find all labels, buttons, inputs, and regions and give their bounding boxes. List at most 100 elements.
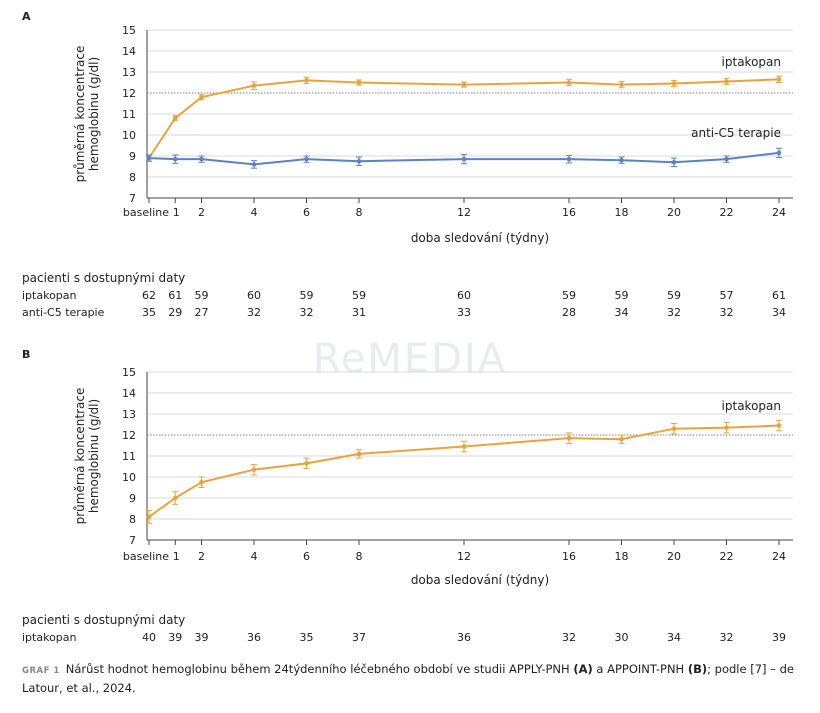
panel-a-y-tick-label: 8	[129, 171, 136, 184]
panel-a-table-cell: 59	[300, 289, 314, 302]
panel-b-table-cell: 30	[615, 631, 629, 644]
panel-a-y-tick-label: 15	[122, 24, 136, 37]
panel-a-x-tick-label: baseline	[123, 206, 169, 219]
panel-a-y-tick-label: 11	[122, 108, 136, 121]
panel-b-x-tick-label: 4	[251, 550, 258, 563]
panel-a-x-tick-label: 6	[303, 206, 310, 219]
panel-a-table-cell: 31	[352, 306, 366, 319]
panel-a-table-cell: 32	[300, 306, 314, 319]
panel-a-data-point	[566, 80, 572, 85]
panel-a-table-cell: 59	[195, 289, 209, 302]
panel-b-data-point	[304, 461, 309, 466]
panel-a-data-point	[146, 155, 152, 161]
panel-b-table-cell: 35	[300, 631, 314, 644]
panel-a-y-tick-label: 10	[122, 129, 136, 142]
panel-a-data-point	[251, 162, 257, 167]
panel-a-x-tick-label: 2	[198, 206, 205, 219]
panel-a-table-cell: 60	[247, 289, 261, 302]
panel-b-y-tick-label: 12	[122, 429, 136, 442]
panel-b-data-point	[356, 451, 362, 457]
panel-b-table-cell: 34	[667, 631, 681, 644]
panel-b-data-point	[146, 514, 152, 520]
watermark-logo: ReMEDIA	[313, 336, 507, 382]
panel-a-x-axis-title: doba sledování (týdny)	[411, 231, 549, 245]
panel-a-x-tick-label: 18	[615, 206, 629, 219]
panel-b-x-tick-label: 12	[457, 550, 471, 563]
panel-b-x-axis-title: doba sledování (týdny)	[411, 573, 549, 587]
panel-b-x-tick-label: 1	[173, 550, 180, 563]
caption-label: GRAF 1	[22, 666, 60, 676]
panel-a-x-tick-label: 12	[457, 206, 471, 219]
panel-a-series-line	[148, 78, 780, 159]
panel-b-data-point	[566, 435, 572, 441]
panel-b-table-cell: 36	[247, 631, 261, 644]
panel-a-data-point	[199, 94, 204, 100]
caption-bold-b: (B)	[687, 662, 708, 676]
panel-b-data-point	[461, 444, 467, 449]
panel-b-series-label: iptakopan	[722, 399, 781, 413]
panel-a-table-cell: 32	[247, 306, 261, 319]
panel-a-table-cell: 59	[615, 289, 629, 302]
panel-a-x-tick-label: 1	[173, 206, 180, 219]
panel-b-y-tick-label: 14	[122, 387, 136, 400]
panel-a-table-cell: 29	[168, 306, 182, 319]
panel-a-table-row-label: iptakopan	[22, 289, 77, 302]
panel-b-table-cell: 39	[772, 631, 786, 644]
panel-a-table-cell: 34	[772, 306, 786, 319]
panel-a-data-point	[461, 82, 467, 87]
panel-b-table-cell: 36	[457, 631, 471, 644]
panel-a-data-point	[566, 156, 572, 162]
panel-b-table-cell: 40	[142, 631, 156, 644]
caption-text-2: a APPOINT-PNH	[592, 662, 688, 676]
caption-text-1: Nárůst hodnot hemoglobinu během 24týdenn…	[65, 662, 574, 676]
panel-a-label: A	[22, 10, 31, 23]
panel-b-y-tick-label: 13	[122, 408, 136, 421]
panel-b-y-tick-label: 15	[122, 366, 136, 379]
panel-a-y-tick-label: 13	[122, 66, 136, 79]
panel-b-x-tick-label: 18	[615, 550, 629, 563]
panel-b-y-axis-title-line: průměrná koncentrace	[73, 388, 87, 525]
panel-b-y-axis-title-line: hemoglobinu (g/dl)	[87, 399, 101, 513]
panel-a-x-tick-label: 16	[562, 206, 576, 219]
panel-a-table-row-label: anti-C5 terapie	[22, 306, 105, 319]
panel-b-x-tick-label: 20	[667, 550, 681, 563]
panel-a-data-point	[304, 78, 309, 83]
panel-b-data-point	[172, 495, 178, 501]
panel-a-y-axis-title-line: průměrná koncentrace	[73, 46, 87, 183]
figure-caption: GRAF 1 Nárůst hodnot hemoglobinu během 24…	[22, 661, 802, 697]
panel-a-y-tick-label: 14	[122, 45, 136, 58]
panel-a-table-cell: 61	[772, 289, 786, 302]
panel-b-y-axis-title: průměrná koncentracehemoglobinu (g/dl)	[73, 388, 101, 525]
panel-b-data-point	[776, 423, 782, 428]
panel-a-table-cell: 33	[457, 306, 471, 319]
panel-a-table-cell: 59	[667, 289, 681, 302]
panel-b-x-tick-label: 22	[720, 550, 734, 563]
panel-b-table-cell: 39	[195, 631, 209, 644]
panel-a-table-cell: 57	[720, 289, 734, 302]
panel-a-data-point	[199, 156, 204, 162]
panel-a-table-title: pacienti s dostupnými daty	[22, 271, 185, 285]
panel-a-data-point	[251, 83, 257, 88]
panel-a-table-cell: 61	[168, 289, 182, 302]
panel-a-data-point	[172, 115, 178, 121]
panel-b-x-tick-label: 16	[562, 550, 576, 563]
panel-b-y-tick-label: 11	[122, 450, 136, 463]
panel-b-table-title: pacienti s dostupnými daty	[22, 613, 185, 627]
panel-b-x-tick-label: 24	[772, 550, 786, 563]
panel-b-y-tick-label: 8	[129, 513, 136, 526]
panel-b-data-point	[724, 425, 729, 430]
panel-b-data-point	[619, 436, 624, 442]
panel-b-data-point	[199, 479, 204, 485]
panel-b-series-line	[148, 424, 780, 518]
caption-text-3: ; podle [7] – de Latour, et al., 2024.	[22, 662, 794, 695]
panel-b-y-tick-label: 10	[122, 471, 136, 484]
panel-a-y-tick-label: 7	[129, 192, 136, 205]
panel-a-table-cell: 32	[667, 306, 681, 319]
panel-a-table-cell: 62	[142, 289, 156, 302]
panel-a-y-tick-label: 9	[129, 150, 136, 163]
panel-a-data-point	[356, 80, 362, 85]
panel-a-data-point	[619, 82, 624, 87]
panel-a-table-cell: 60	[457, 289, 471, 302]
panel-a-data-point	[304, 156, 309, 162]
panel-a-table-cell: 59	[352, 289, 366, 302]
